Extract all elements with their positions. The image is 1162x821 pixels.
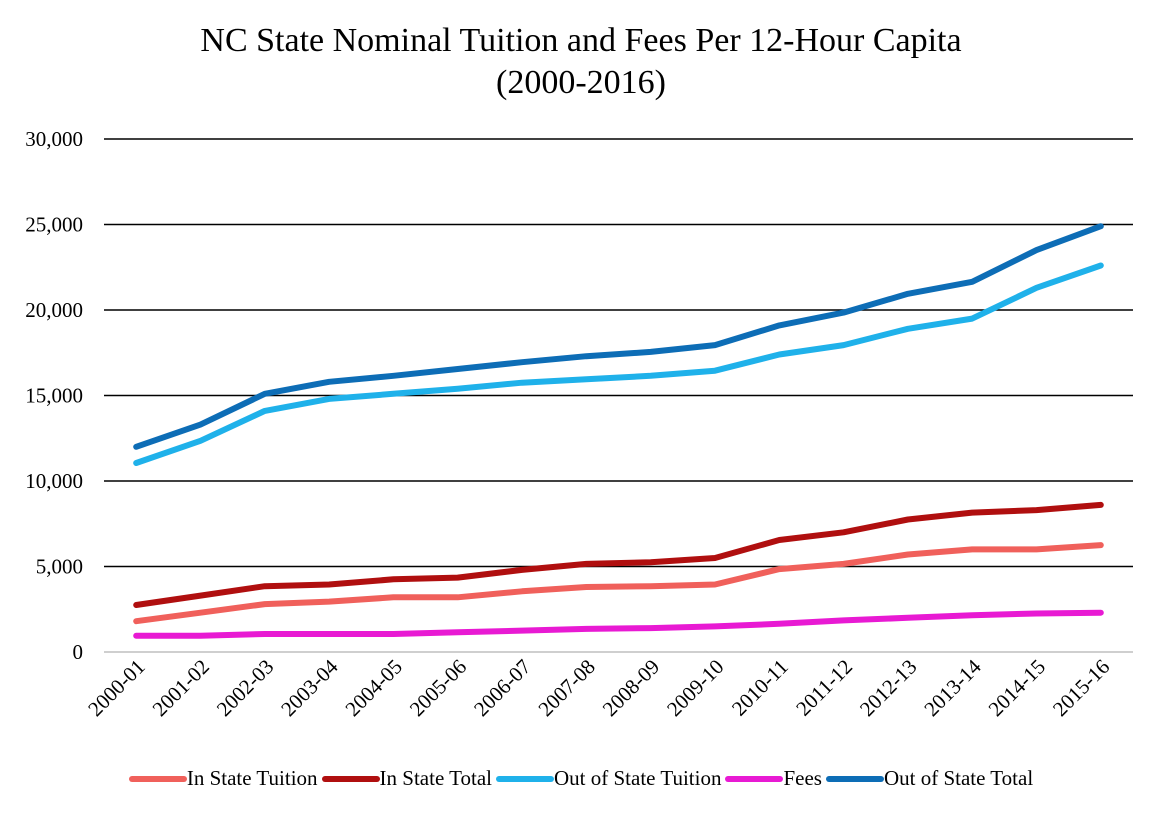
legend-label: Out of State Tuition — [554, 766, 722, 790]
y-tick-label: 25,000 — [25, 213, 83, 237]
series-line-out-of-state-tuition — [133, 262, 1104, 466]
series-line-in-state-tuition — [133, 542, 1104, 625]
x-axis-tick-labels: 2000-012001-022002-032003-042004-052005-… — [83, 654, 1114, 721]
legend-label: In State Tuition — [186, 766, 318, 790]
x-tick-label: 2010-11 — [727, 655, 793, 721]
series-line-in-state-total — [133, 501, 1104, 608]
x-tick-label: 2011-12 — [791, 655, 857, 721]
x-tick-label: 2005-06 — [405, 655, 471, 721]
y-tick-label: 20,000 — [25, 298, 83, 322]
x-tick-label: 2014-15 — [984, 655, 1050, 721]
series-lines — [133, 223, 1104, 639]
y-tick-label: 15,000 — [25, 384, 83, 408]
gridlines — [104, 138, 1133, 653]
x-tick-label: 2012-13 — [855, 655, 921, 721]
x-tick-label: 2015-16 — [1048, 655, 1114, 721]
legend-label: In State Total — [379, 766, 492, 790]
legend-item: Out of State Total — [825, 766, 1034, 791]
chart-title-line-1: NC State Nominal Tuition and Fees Per 12… — [200, 22, 962, 59]
x-tick-label: 2002-03 — [212, 655, 278, 721]
x-tick-label: 2006-07 — [469, 655, 535, 721]
legend-swatch — [725, 775, 784, 782]
x-tick-label: 2009-10 — [662, 655, 728, 721]
legend: In State Tuition In State Total Out of Sta… — [0, 766, 1162, 791]
x-tick-label: 2008-09 — [598, 655, 664, 721]
legend-swatch — [825, 775, 884, 782]
legend-label: Fees — [783, 766, 822, 790]
legend-label: Out of State Total — [883, 766, 1034, 790]
legend-item: In State Total — [321, 766, 492, 791]
y-tick-label: 5,000 — [36, 555, 83, 579]
y-axis-tick-labels: 0 5,000 10,000 15,000 20,000 25,000 30,000 — [25, 127, 83, 664]
series-line-out-of-state-total — [133, 223, 1104, 450]
y-tick-label: 0 — [73, 640, 84, 664]
legend-item: Out of State Tuition — [496, 766, 721, 791]
legend-swatch — [321, 775, 380, 782]
x-tick-label: 2004-05 — [340, 655, 406, 721]
legend-swatch — [496, 775, 554, 782]
x-tick-label: 2003-04 — [276, 654, 343, 721]
legend-item: Fees — [725, 766, 822, 791]
legend-item: In State Tuition — [128, 766, 318, 791]
y-tick-label: 10,000 — [25, 469, 83, 493]
chart-title-line-2: (2000-2016) — [496, 64, 666, 101]
x-tick-label: 2001-02 — [148, 655, 214, 721]
x-tick-label: 2013-14 — [919, 654, 986, 721]
legend-swatch — [128, 775, 187, 782]
series-line-fees — [133, 609, 1104, 639]
x-tick-label: 2007-08 — [533, 655, 599, 721]
chart-title: NC State Nominal Tuition and Fees Per 12… — [0, 20, 1162, 104]
y-tick-label: 30,000 — [25, 127, 83, 151]
x-tick-label: 2000-01 — [83, 655, 149, 721]
